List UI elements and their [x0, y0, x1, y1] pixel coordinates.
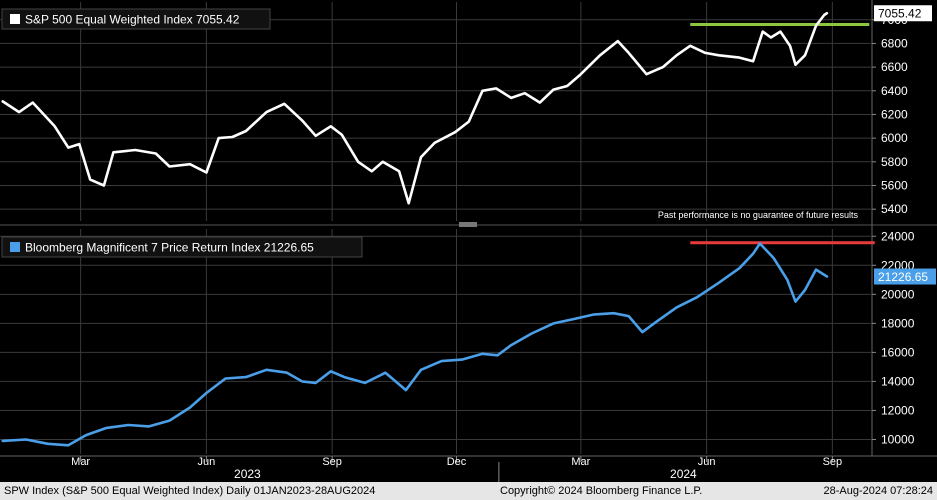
y-tick-label: 10000 — [881, 432, 915, 446]
y-tick-label: 24000 — [881, 229, 915, 243]
last-value-label: 21226.65 — [878, 270, 928, 284]
y-tick-label: 18000 — [881, 316, 915, 330]
x-tick-label: Sep — [823, 456, 843, 468]
panel-resize-handle — [459, 222, 477, 227]
chart-title: S&P 500 Equal Weighted Index 7055.42 — [25, 13, 240, 27]
footer-bar: SPW Index (S&P 500 Equal Weighted Index)… — [0, 482, 937, 500]
last-value-label: 7055.42 — [878, 7, 922, 21]
annotation: Past performance is no guarantee of futu… — [658, 210, 859, 220]
y-tick-label: 6800 — [881, 36, 908, 50]
y-tick-label: 5800 — [881, 155, 908, 169]
y-tick-label: 6200 — [881, 107, 908, 121]
footer-copyright: Copyright© 2024 Bloomberg Finance L.P. — [500, 485, 703, 497]
year-label: 2024 — [670, 467, 697, 481]
series-line — [1, 242, 829, 447]
series-line — [1, 11, 829, 205]
x-tick-label: Dec — [447, 456, 467, 468]
legend-swatch — [10, 242, 20, 252]
y-tick-label: 6600 — [881, 60, 908, 74]
y-tick-label: 20000 — [881, 287, 915, 301]
y-tick-label: 6400 — [881, 84, 908, 98]
x-tick-label: Mar — [71, 456, 90, 468]
y-tick-label: 14000 — [881, 374, 915, 388]
x-tick-label: Mar — [571, 456, 590, 468]
y-tick-label: 5600 — [881, 178, 908, 192]
footer-timestamp: 28-Aug-2024 07:28:24 — [823, 485, 933, 497]
x-tick-label: Jun — [198, 456, 216, 468]
x-tick-label: Sep — [322, 456, 342, 468]
legend-swatch — [10, 14, 20, 24]
last-value-box — [874, 5, 932, 22]
x-tick-label: Jun — [698, 456, 716, 468]
y-tick-label: 16000 — [881, 345, 915, 359]
legend-box — [1, 236, 363, 258]
y-tick-label: 5400 — [881, 202, 908, 216]
y-tick-label: 6000 — [881, 131, 908, 145]
footer-source: SPW Index (S&P 500 Equal Weighted Index)… — [4, 485, 376, 497]
year-label: 2023 — [234, 467, 261, 481]
y-tick-label: 12000 — [881, 403, 915, 417]
chart-title: Bloomberg Magnificent 7 Price Return Ind… — [25, 241, 314, 255]
last-value-box — [874, 268, 936, 285]
legend-box — [1, 8, 271, 30]
